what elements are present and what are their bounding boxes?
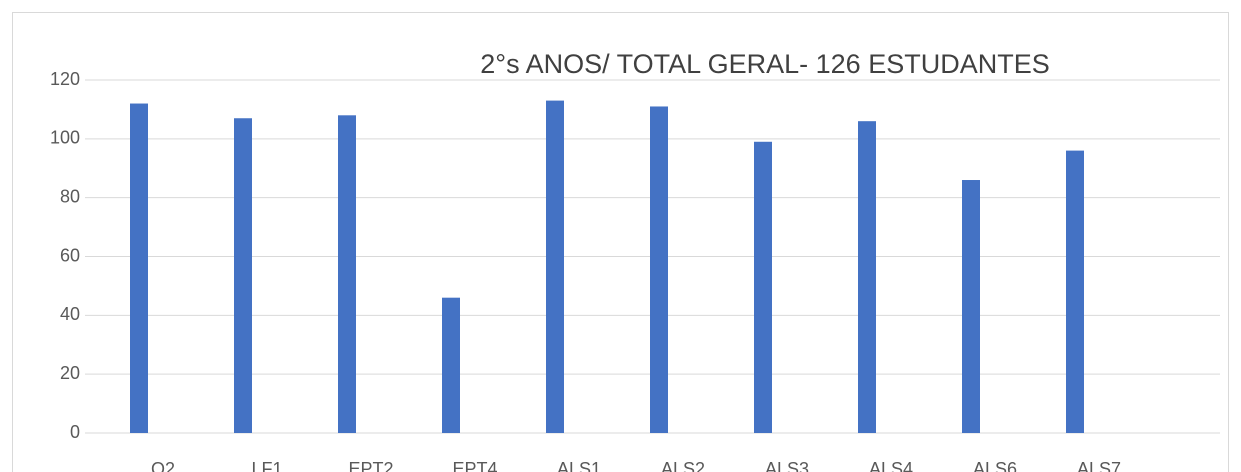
x-tick-label: ALS1 bbox=[557, 459, 601, 472]
x-tick-label: ALS7 bbox=[1077, 459, 1121, 472]
x-tick-label: ALS2 bbox=[661, 459, 705, 472]
bar bbox=[442, 297, 460, 433]
y-tick-label: 0 bbox=[70, 422, 80, 442]
bar bbox=[546, 100, 564, 433]
bar bbox=[858, 121, 876, 433]
y-tick-label: 60 bbox=[60, 245, 80, 265]
y-tick-label: 40 bbox=[60, 304, 80, 324]
x-tick-label: EPT4 bbox=[452, 459, 497, 472]
bar bbox=[650, 106, 668, 433]
x-tick-label: LF1 bbox=[251, 459, 282, 472]
y-tick-label: 80 bbox=[60, 186, 80, 206]
bar bbox=[962, 180, 980, 433]
x-tick-label: Q2 bbox=[151, 459, 175, 472]
bar bbox=[754, 141, 772, 433]
chart-title: 2°s ANOS/ TOTAL GERAL- 126 ESTUDANTES bbox=[480, 49, 1049, 79]
bar bbox=[130, 103, 148, 434]
bar bbox=[1066, 150, 1084, 433]
x-tick-label: ALS3 bbox=[765, 459, 809, 472]
y-tick-label: 100 bbox=[50, 128, 80, 148]
y-tick-label: 20 bbox=[60, 363, 80, 383]
x-tick-label: EPT2 bbox=[348, 459, 393, 472]
y-tick-label: 120 bbox=[50, 69, 80, 89]
bar bbox=[234, 118, 252, 433]
x-tick-label: ALS6 bbox=[973, 459, 1017, 472]
x-tick-label: ALS4 bbox=[869, 459, 913, 472]
chart-border bbox=[12, 12, 1229, 472]
bar bbox=[338, 115, 356, 434]
